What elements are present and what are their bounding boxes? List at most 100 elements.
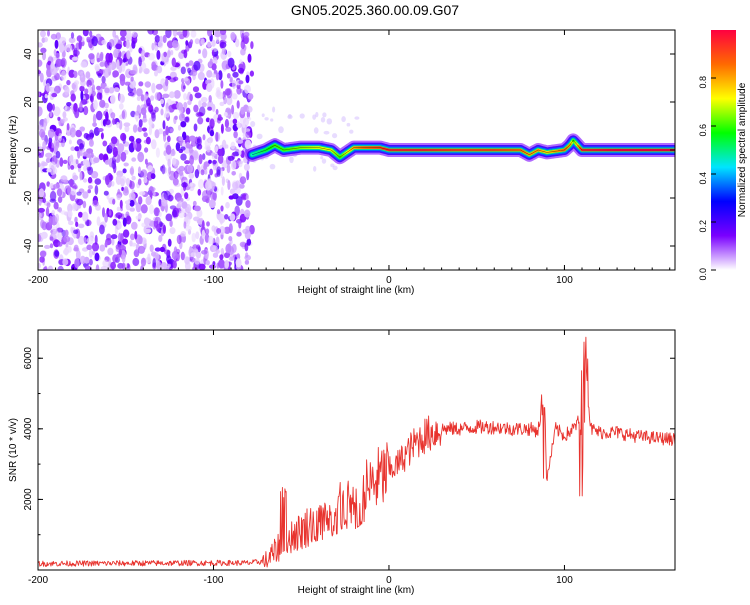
noise-blob	[156, 148, 160, 158]
noise-blob	[167, 50, 171, 58]
snr-y-tick-label: 6000	[23, 347, 34, 370]
noise-blob	[313, 166, 316, 172]
noise-blob	[242, 123, 245, 128]
noise-blob	[167, 260, 173, 265]
noise-blob	[163, 225, 166, 234]
snr-y-tick-label: 4000	[23, 417, 34, 440]
noise-blob	[119, 249, 122, 256]
noise-blob	[287, 115, 292, 119]
noise-blob	[138, 196, 142, 204]
spectrogram-x-tick-label: -100	[203, 275, 223, 286]
noise-blob	[209, 265, 216, 269]
noise-blob	[54, 202, 59, 210]
noise-blob	[168, 166, 171, 175]
noise-blob	[246, 75, 250, 83]
noise-blob	[201, 169, 205, 175]
noise-blob	[145, 95, 148, 100]
noise-blob	[99, 53, 103, 61]
noise-blob	[52, 230, 59, 239]
noise-blob	[166, 214, 173, 222]
noise-blob	[63, 160, 68, 164]
noise-blob	[245, 260, 249, 265]
colorbar: 0.00.20.40.60.8 Normalized spectral ampl…	[698, 30, 748, 281]
noise-blob	[111, 136, 117, 144]
colorbar-tick-label: 0.4	[698, 172, 708, 185]
noise-blob	[229, 223, 233, 233]
noise-blob	[233, 131, 238, 138]
noise-blob	[239, 150, 242, 155]
noise-blob	[172, 251, 178, 260]
noise-blob	[130, 70, 137, 74]
noise-blob	[170, 128, 173, 133]
noise-blob	[289, 156, 293, 163]
noise-blob	[198, 189, 202, 196]
noise-blob	[138, 57, 142, 67]
noise-blob	[105, 53, 110, 63]
noise-blob	[156, 50, 160, 60]
noise-blob	[248, 54, 252, 63]
noise-blob	[300, 113, 305, 118]
noise-blob	[77, 163, 81, 168]
noise-blob	[107, 66, 111, 73]
noise-blob	[110, 262, 116, 270]
noise-blob	[178, 136, 183, 141]
colorbar-tick-label: 0.6	[698, 124, 708, 137]
noise-blob	[122, 263, 126, 270]
figure-title: GN05.2025.360.00.09.G07	[291, 2, 459, 18]
snr-y-tick-label: 2000	[23, 488, 34, 511]
noise-blob	[245, 252, 248, 258]
noise-blob	[233, 119, 238, 125]
noise-blob	[147, 165, 153, 172]
noise-blob	[47, 30, 50, 36]
noise-blob	[181, 252, 185, 261]
snr-x-tick-label: -200	[28, 575, 48, 586]
noise-blob	[221, 124, 224, 134]
noise-blob	[117, 207, 121, 212]
noise-blob	[71, 32, 74, 39]
noise-blob	[172, 58, 176, 67]
noise-blob	[245, 200, 250, 208]
noise-blob	[244, 32, 250, 37]
noise-blob	[347, 123, 351, 127]
noise-blob	[203, 134, 206, 140]
noise-blob	[206, 260, 210, 265]
noise-blob	[112, 219, 117, 226]
noise-blob	[87, 167, 91, 171]
noise-blob	[245, 243, 249, 252]
noise-blob	[198, 179, 204, 189]
noise-blob	[193, 105, 198, 113]
colorbar-tick-label: 0.8	[698, 76, 708, 89]
noise-blob	[141, 258, 146, 267]
noise-blob	[110, 95, 116, 105]
noise-blob	[154, 45, 158, 51]
noise-blob	[244, 210, 250, 218]
noise-blob	[264, 117, 268, 120]
noise-blob	[70, 227, 73, 234]
noise-blob	[89, 31, 92, 37]
noise-blob	[330, 164, 334, 168]
noise-blob	[181, 82, 185, 92]
noise-blob	[115, 212, 122, 218]
noise-blob	[165, 108, 170, 118]
noise-blob	[270, 118, 273, 121]
noise-blob	[119, 94, 125, 104]
noise-blob	[220, 168, 223, 178]
noise-blob	[116, 122, 119, 128]
noise-blob	[221, 187, 224, 196]
noise-blob	[96, 264, 100, 273]
noise-blob	[151, 43, 154, 51]
noise-blob	[230, 78, 233, 83]
noise-blob	[180, 231, 186, 237]
noise-blob	[45, 153, 52, 158]
noise-blob	[133, 124, 137, 132]
snr-x-tick-label: -100	[203, 575, 223, 586]
noise-blob	[179, 113, 185, 121]
noise-blob	[104, 86, 110, 96]
noise-blob	[95, 66, 100, 72]
noise-blob	[135, 111, 139, 116]
noise-blob	[210, 118, 215, 128]
noise-blob	[155, 35, 160, 43]
noise-blob	[92, 84, 95, 92]
noise-blob	[79, 102, 82, 112]
noise-blob	[136, 216, 141, 220]
